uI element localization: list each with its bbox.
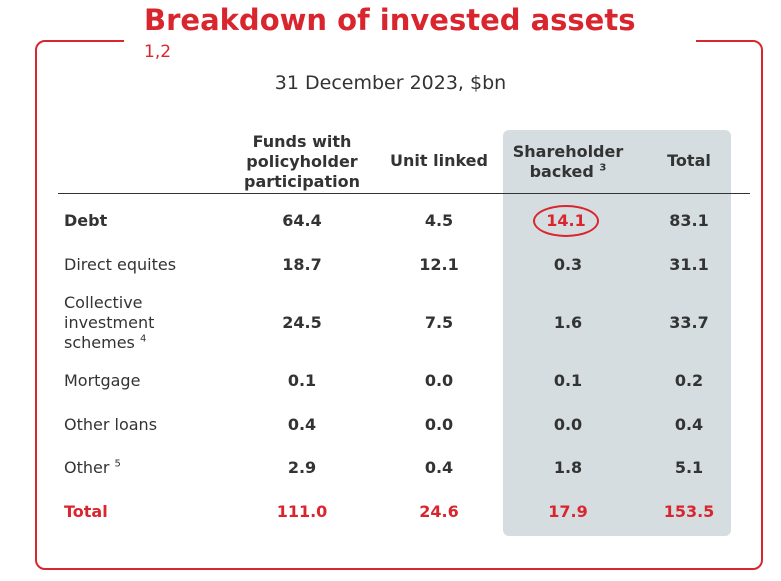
title-footnote-refs: 1,2 — [144, 42, 172, 62]
cell-total-unit-linked: 24.6 — [419, 502, 459, 521]
row-label-total: Total — [64, 502, 108, 521]
cell-other-loans-shareholder: 0.0 — [553, 415, 583, 434]
header-shareholder-backed: Shareholder backed 3 — [503, 142, 633, 182]
cell-other-funds: 2.9 — [287, 458, 317, 477]
cell-cis-total: 33.7 — [669, 313, 709, 332]
label-text: Other — [64, 458, 110, 477]
cell-debt-total: 83.1 — [669, 211, 709, 230]
shareholder-total-highlight — [503, 130, 731, 536]
footnote-marker: 5 — [114, 458, 121, 470]
label-line: Collective — [64, 293, 143, 312]
cell-total-funds: 111.0 — [276, 502, 328, 521]
cell-equites-funds: 18.7 — [282, 255, 322, 274]
cell-other-shareholder: 1.8 — [553, 458, 583, 477]
highlight-circle — [533, 205, 599, 237]
cell-cis-unit-linked: 7.5 — [424, 313, 454, 332]
cell-mortgage-funds: 0.1 — [287, 371, 317, 390]
header-line: policyholder — [246, 152, 358, 171]
row-label-debt: Debt — [64, 211, 108, 230]
cell-debt-unit-linked: 4.5 — [424, 211, 454, 230]
label-line: schemes 4 — [64, 333, 234, 353]
row-label-other: Other 5 — [64, 458, 234, 478]
header-line: Total — [667, 151, 711, 170]
header-line: Shareholder — [512, 142, 624, 161]
cell-cis-funds: 24.5 — [282, 313, 322, 332]
row-label-mortgage: Mortgage — [64, 371, 141, 390]
cell-cis-shareholder: 1.6 — [553, 313, 583, 332]
cell-other-loans-funds: 0.4 — [287, 415, 317, 434]
header-total: Total — [634, 151, 744, 171]
cell-equites-unit-linked: 12.1 — [419, 255, 459, 274]
label-line-text: schemes — [64, 333, 135, 352]
cell-debt-funds: 64.4 — [282, 211, 322, 230]
frame-gap — [124, 34, 696, 48]
row-label-collective-investment-schemes: Collective investment schemes 4 — [64, 293, 234, 353]
subtitle: 31 December 2023, $bn — [274, 72, 507, 94]
header-line: backed 3 — [503, 162, 633, 182]
cell-equites-total: 31.1 — [669, 255, 709, 274]
footnote-marker: 4 — [139, 333, 147, 345]
cell-other-loans-unit-linked: 0.0 — [424, 415, 454, 434]
cell-other-loans-total: 0.4 — [674, 415, 704, 434]
footnote-marker: 3 — [599, 162, 607, 174]
cell-total-total: 153.5 — [663, 502, 715, 521]
cell-equites-shareholder: 0.3 — [553, 255, 583, 274]
row-label-direct-equites: Direct equites — [64, 255, 177, 274]
cell-total-shareholder: 17.9 — [548, 502, 588, 521]
header-line: participation — [243, 172, 360, 191]
label-line: investment — [64, 313, 155, 332]
header-rule — [58, 193, 750, 194]
cell-other-total: 5.1 — [674, 458, 704, 477]
header-line-text: backed — [529, 162, 594, 181]
header-funds-with-policyholder-participation: Funds with policyholder participation — [232, 132, 372, 192]
cell-debt-shareholder: 14.1 — [546, 211, 586, 230]
cell-other-unit-linked: 0.4 — [424, 458, 454, 477]
row-label-other-loans: Other loans — [64, 415, 158, 434]
header-line: Unit linked — [390, 151, 488, 170]
cell-mortgage-unit-linked: 0.0 — [424, 371, 454, 390]
cell-mortgage-total: 0.2 — [674, 371, 704, 390]
header-unit-linked: Unit linked — [379, 151, 499, 171]
cell-mortgage-shareholder: 0.1 — [553, 371, 583, 390]
header-line: Funds with — [252, 132, 352, 151]
page-title: Breakdown of invested assets — [144, 3, 636, 37]
